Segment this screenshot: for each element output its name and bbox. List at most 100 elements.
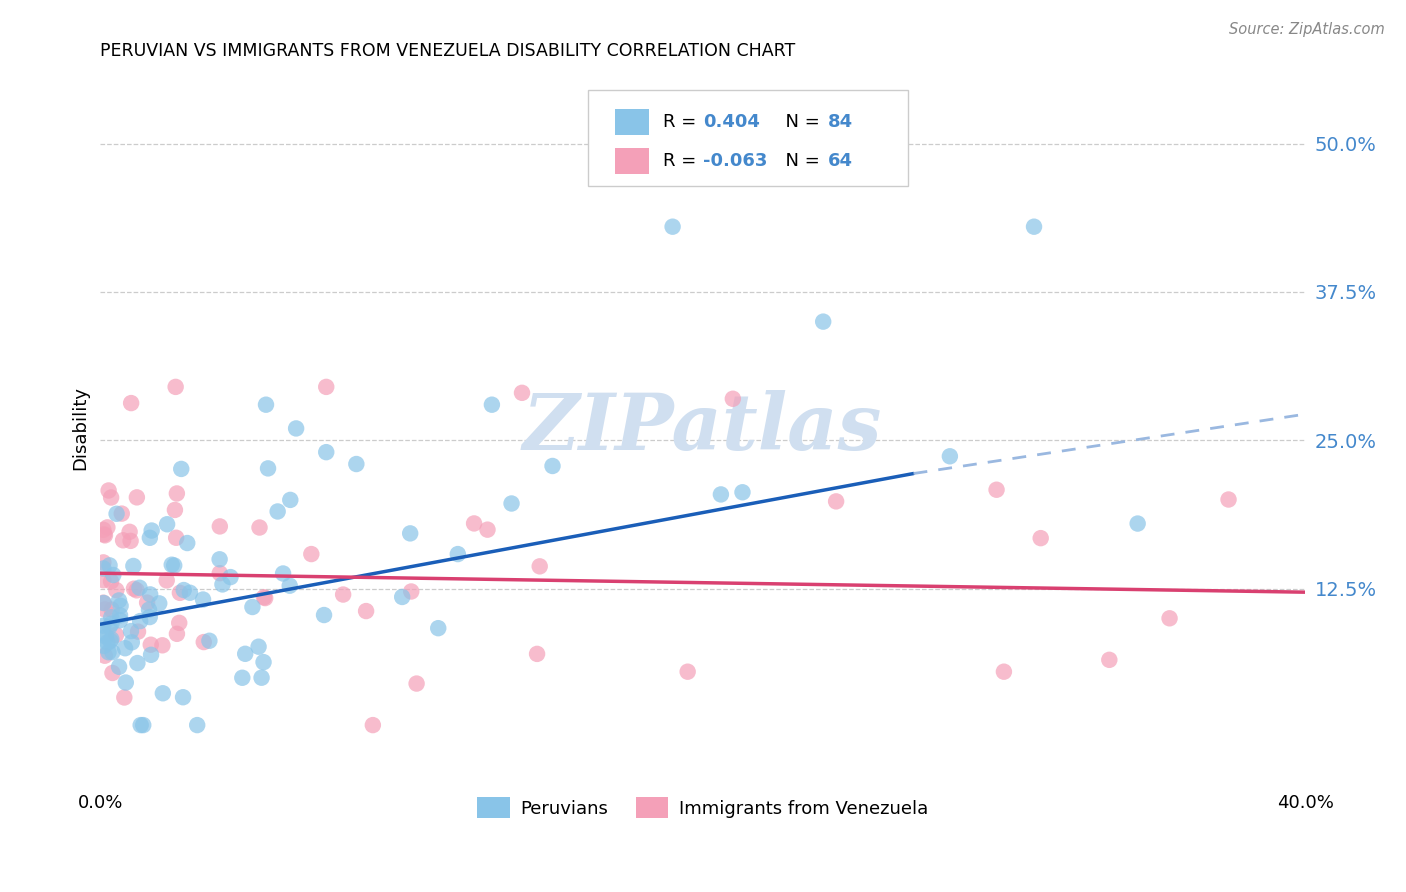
- Point: [315, 380, 337, 394]
- Point: [208, 552, 231, 566]
- Point: [252, 655, 274, 669]
- Point: [344, 457, 367, 471]
- Point: [299, 547, 322, 561]
- Point: [271, 566, 294, 581]
- Point: [94, 630, 117, 644]
- Point: [100, 602, 122, 616]
- Text: PERUVIAN VS IMMIGRANTS FROM VENEZUELA DISABILITY CORRELATION CHART: PERUVIAN VS IMMIGRANTS FROM VENEZUELA DI…: [100, 42, 796, 60]
- Point: [193, 635, 215, 649]
- Text: N =: N =: [773, 153, 825, 170]
- Point: [125, 583, 148, 598]
- Point: [100, 610, 122, 624]
- Point: [104, 628, 127, 642]
- Point: [1098, 653, 1121, 667]
- Point: [169, 586, 191, 600]
- Point: [231, 671, 253, 685]
- Point: [208, 566, 231, 581]
- Point: [93, 555, 115, 569]
- Point: [148, 596, 170, 610]
- Point: [118, 524, 141, 539]
- Point: [191, 592, 214, 607]
- Point: [163, 558, 186, 573]
- Point: [94, 648, 117, 663]
- Point: [138, 602, 160, 616]
- Point: [242, 599, 264, 614]
- Point: [661, 219, 683, 234]
- Point: [129, 614, 152, 628]
- Point: [112, 533, 135, 548]
- Point: [211, 577, 233, 591]
- Point: [129, 718, 152, 732]
- Point: [529, 559, 551, 574]
- Point: [108, 660, 131, 674]
- Text: R =: R =: [664, 113, 702, 131]
- Point: [96, 520, 118, 534]
- Point: [111, 507, 134, 521]
- Point: [1159, 611, 1181, 625]
- Point: [93, 527, 115, 541]
- Point: [186, 718, 208, 732]
- Point: [98, 619, 121, 633]
- Point: [166, 627, 188, 641]
- Point: [173, 582, 195, 597]
- Point: [254, 398, 277, 412]
- Point: [96, 635, 118, 649]
- Point: [112, 690, 135, 705]
- Bar: [614, 148, 648, 174]
- Point: [114, 675, 136, 690]
- Point: [447, 547, 470, 561]
- Point: [139, 587, 162, 601]
- Y-axis label: Disability: Disability: [72, 386, 89, 470]
- Point: [939, 450, 962, 464]
- Point: [993, 665, 1015, 679]
- Point: [120, 396, 142, 410]
- Point: [266, 504, 288, 518]
- Point: [120, 624, 142, 638]
- Point: [93, 573, 115, 587]
- Point: [94, 528, 117, 542]
- Point: [101, 645, 124, 659]
- Point: [176, 536, 198, 550]
- Point: [399, 526, 422, 541]
- Point: [278, 492, 301, 507]
- Point: [477, 523, 499, 537]
- Point: [152, 638, 174, 652]
- Point: [208, 519, 231, 533]
- Point: [165, 531, 187, 545]
- Point: [427, 621, 450, 635]
- Text: ZIPatlas: ZIPatlas: [523, 390, 883, 467]
- Point: [139, 638, 162, 652]
- Point: [108, 593, 131, 607]
- Point: [167, 615, 190, 630]
- Point: [541, 458, 564, 473]
- Point: [315, 445, 337, 459]
- Point: [108, 608, 131, 623]
- Point: [250, 671, 273, 685]
- Point: [98, 558, 121, 573]
- Point: [132, 718, 155, 732]
- Point: [172, 690, 194, 705]
- Point: [354, 604, 377, 618]
- Point: [105, 583, 128, 598]
- Point: [249, 520, 271, 534]
- Point: [1126, 516, 1149, 531]
- Point: [141, 524, 163, 538]
- Point: [122, 582, 145, 596]
- Point: [139, 648, 162, 662]
- Point: [253, 591, 276, 605]
- Point: [233, 647, 256, 661]
- Point: [278, 579, 301, 593]
- Point: [127, 624, 149, 639]
- Text: 0.404: 0.404: [703, 113, 759, 131]
- Point: [93, 618, 115, 632]
- Point: [332, 588, 354, 602]
- Text: 64: 64: [828, 153, 853, 170]
- Point: [93, 561, 115, 575]
- Text: Source: ZipAtlas.com: Source: ZipAtlas.com: [1229, 22, 1385, 37]
- Point: [1022, 219, 1045, 234]
- Point: [179, 586, 201, 600]
- Text: -0.063: -0.063: [703, 153, 768, 170]
- Text: R =: R =: [664, 153, 702, 170]
- Point: [93, 639, 115, 653]
- Point: [156, 574, 179, 588]
